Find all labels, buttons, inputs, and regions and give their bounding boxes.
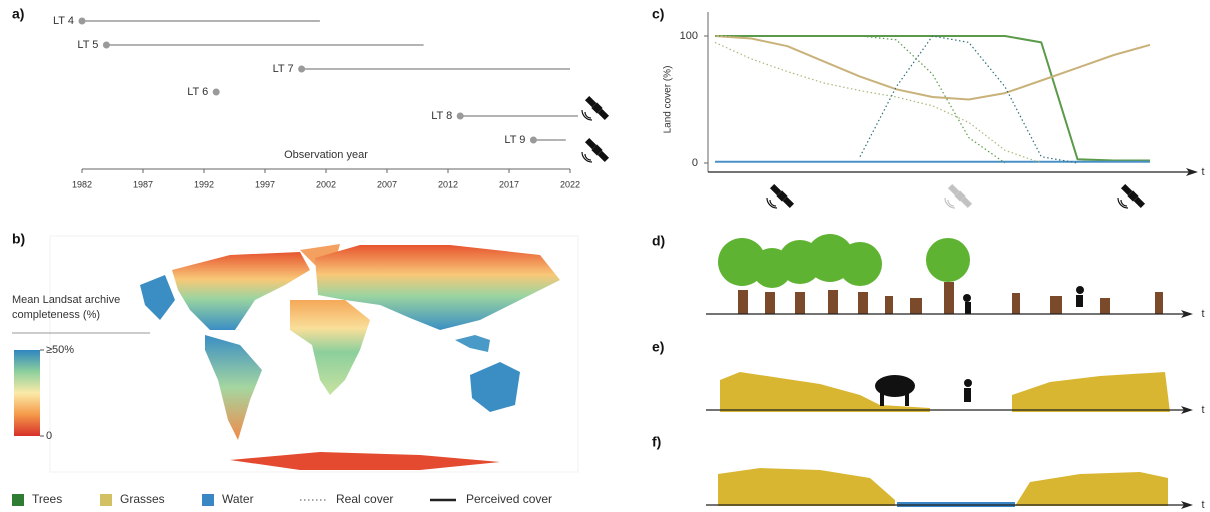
mission-start [298,66,305,73]
grass-illustration [720,372,1170,412]
grass-water-illustration [718,468,1168,507]
figure: a) 1982 1987 1992 1997 2002 2007 2012 2017 2022 Ob… [0,0,1210,512]
mission-label: LT 5 [77,39,98,51]
panel-label: b) [12,231,25,247]
x-tick-label: 2017 [499,179,519,189]
mission-start [457,113,464,120]
x-tick-label: 1997 [255,179,275,189]
panel-label: e) [652,339,664,355]
colorbar [14,350,40,436]
legend-swatch [12,494,24,506]
legend-swatch [100,494,112,506]
legend-label: Trees [32,492,62,506]
x-tick-label: 1987 [133,179,153,189]
x-tick-label: 2012 [438,179,458,189]
series-line [715,36,1150,161]
axis-label: t [1201,499,1204,511]
satellite-icon [767,184,794,208]
colorbar-label: ≥50% [46,344,74,356]
panel-label: d) [652,233,665,249]
satellite-icon [945,184,972,208]
y-tick-label: 100 [680,30,698,42]
x-axis-label: Observation year [284,149,368,161]
axis-label: t [1201,308,1204,320]
legend-label: Real cover [336,492,393,506]
mission-start [103,42,110,49]
mission-start [530,137,537,144]
axis-label: t [1201,404,1204,416]
x-tick-label: 1992 [194,179,214,189]
legend-label: Grasses [120,492,165,506]
colorbar-label: 0 [46,430,52,442]
x-tick-label: 2022 [560,179,580,189]
x-tick-label: 2007 [377,179,397,189]
panel-label: c) [652,6,664,22]
world-map [50,236,578,472]
mission-label: LT 6 [187,86,208,98]
y-tick-label: 0 [692,157,698,169]
mission-label: LT 7 [273,63,294,75]
mission-label: LT 4 [53,15,74,27]
series-line [715,42,1041,163]
x-axis-label: t [1201,166,1204,178]
x-tick-label: 2002 [316,179,336,189]
panel-label: a) [12,6,24,22]
mission-label: LT 9 [504,134,525,146]
satellite-icon [1118,184,1145,208]
x-tick-label: 1982 [72,179,92,189]
legend-swatch [202,494,214,506]
legend-label: Water [222,492,254,506]
panel-label: f) [652,434,661,450]
satellite-icon [582,138,609,162]
forest-illustration [718,234,1163,314]
series-line [715,36,1150,100]
mission-label: LT 8 [431,110,452,122]
satellite-icon [582,96,609,120]
legend-label: Perceived cover [466,492,552,506]
mission-start [213,89,220,96]
mission-start [79,18,86,25]
y-axis-label: Land cover (%) [663,66,674,134]
